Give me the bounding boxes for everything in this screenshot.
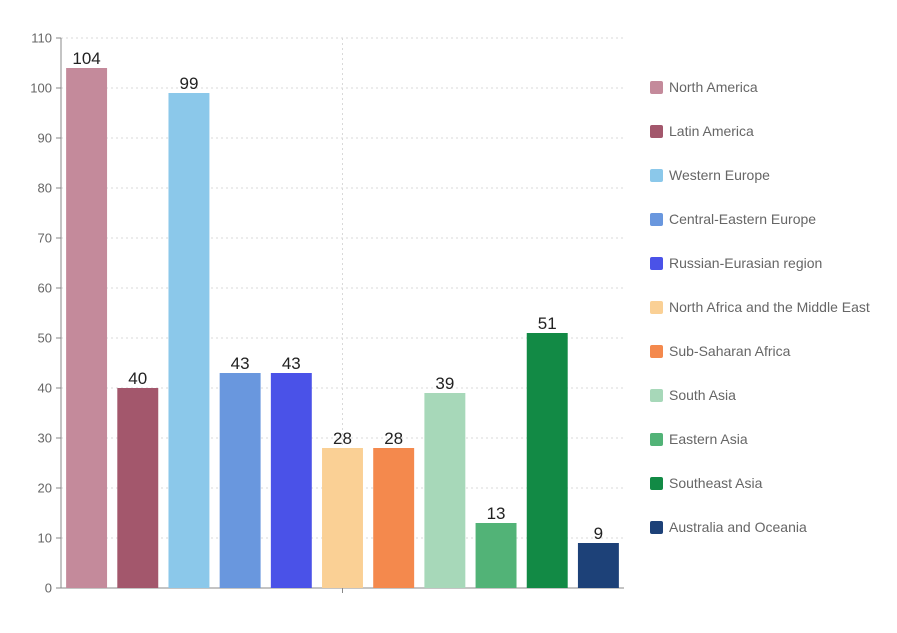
legend-item[interactable]: Sub-Saharan Africa [650, 343, 791, 359]
legend: North America Latin America Western Europe… [650, 79, 870, 535]
y-tick-label: 100 [30, 81, 52, 96]
bar[interactable] [526, 333, 568, 588]
legend-swatch [650, 213, 663, 226]
bar[interactable] [424, 393, 466, 588]
bar[interactable] [117, 388, 159, 588]
legend-item[interactable]: South Asia [650, 387, 736, 403]
data-label: 13 [487, 504, 506, 523]
y-tick-label: 60 [38, 281, 52, 296]
legend-label: North Africa and the Middle East [669, 299, 870, 315]
legend-label: North America [669, 79, 758, 95]
y-tick-label: 20 [38, 481, 52, 496]
legend-swatch [650, 125, 663, 138]
legend-item[interactable]: North Africa and the Middle East [650, 299, 870, 315]
y-tick-label: 90 [38, 131, 52, 146]
legend-swatch [650, 433, 663, 446]
y-tick-label: 110 [31, 31, 52, 46]
legend-label: Russian-Eurasian region [669, 255, 822, 271]
legend-item[interactable]: Russian-Eurasian region [650, 255, 822, 271]
data-label: 28 [333, 429, 352, 448]
legend-item[interactable]: Latin America [650, 123, 754, 139]
bar[interactable] [66, 68, 108, 588]
data-label: 9 [594, 524, 603, 543]
bar-layer [66, 68, 619, 588]
legend-label: Australia and Oceania [669, 519, 807, 535]
legend-swatch [650, 345, 663, 358]
data-label: 99 [179, 74, 198, 93]
bar[interactable] [577, 543, 619, 588]
legend-label: Sub-Saharan Africa [669, 343, 791, 359]
bar[interactable] [219, 373, 261, 588]
bar[interactable] [168, 93, 210, 588]
legend-item[interactable]: Central-Eastern Europe [650, 211, 816, 227]
legend-swatch [650, 521, 663, 534]
legend-item[interactable]: Southeast Asia [650, 475, 763, 491]
label-layer: 104 40 99 43 43 28 28 39 13 51 9 [72, 49, 603, 543]
legend-item[interactable]: North America [650, 79, 758, 95]
legend-swatch [650, 301, 663, 314]
y-tick-label: 30 [38, 431, 52, 446]
legend-swatch [650, 169, 663, 182]
legend-label: Eastern Asia [669, 431, 748, 447]
bar[interactable] [270, 373, 312, 588]
data-label: 43 [282, 354, 301, 373]
y-tick-label: 0 [45, 581, 52, 596]
bar[interactable] [373, 448, 415, 588]
data-label: 40 [128, 369, 147, 388]
y-tick-label: 40 [38, 381, 52, 396]
legend-label: Western Europe [669, 167, 770, 183]
data-label: 104 [72, 49, 100, 68]
legend-label: Central-Eastern Europe [669, 211, 816, 227]
legend-label: Latin America [669, 123, 754, 139]
legend-item[interactable]: Australia and Oceania [650, 519, 807, 535]
data-label: 28 [384, 429, 403, 448]
bar[interactable] [322, 448, 363, 588]
y-tick-label: 10 [38, 531, 52, 546]
data-label: 39 [435, 374, 454, 393]
bar[interactable] [475, 523, 517, 588]
y-tick-label: 50 [38, 331, 52, 346]
legend-item[interactable]: Western Europe [650, 167, 770, 183]
y-tick-label: 80 [38, 181, 52, 196]
legend-swatch [650, 477, 663, 490]
legend-swatch [650, 81, 663, 94]
data-label: 43 [231, 354, 250, 373]
legend-item[interactable]: Eastern Asia [650, 431, 748, 447]
legend-label: Southeast Asia [669, 475, 763, 491]
legend-label: South Asia [669, 387, 736, 403]
data-label: 51 [538, 314, 557, 333]
legend-swatch [650, 389, 663, 402]
legend-swatch [650, 257, 663, 270]
y-tick-label: 70 [38, 231, 52, 246]
